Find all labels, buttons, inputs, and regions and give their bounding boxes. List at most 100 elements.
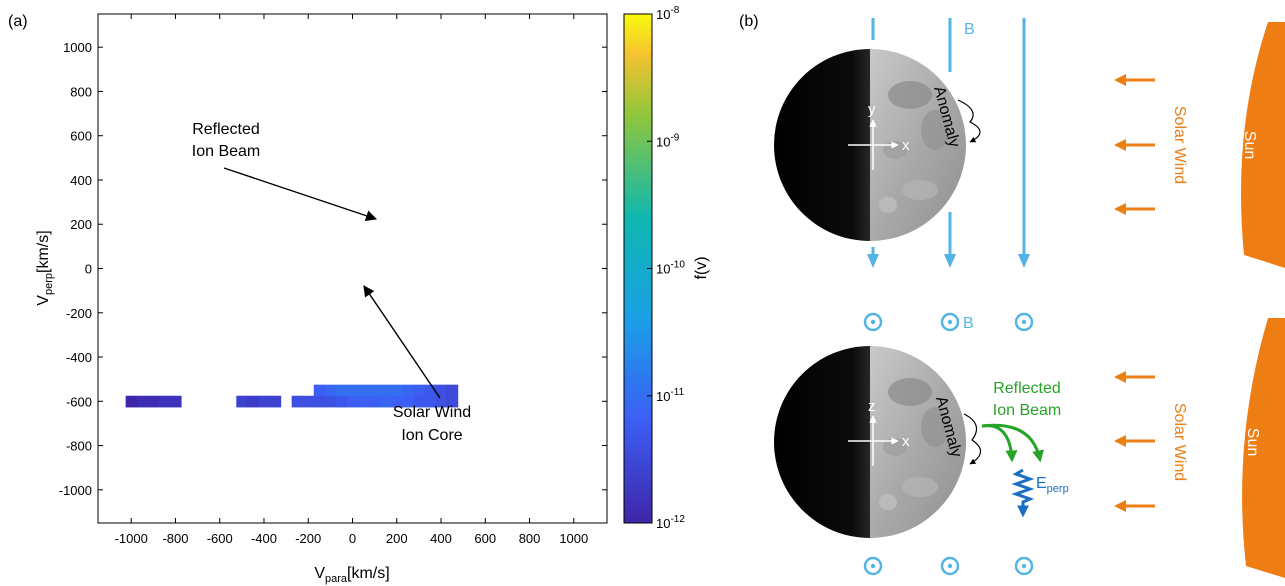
colorbar-tick-label: 10-9 bbox=[656, 132, 680, 149]
y-tick-label: -1000 bbox=[59, 483, 92, 498]
colorbar-ticks: 10-8 10-9 10-10 10-11 10-12 bbox=[647, 5, 685, 531]
annotation-reflected-line2: Ion Beam bbox=[192, 143, 260, 160]
solar-wind-arrows-bottom bbox=[1114, 371, 1155, 512]
annotation-arrow-core bbox=[363, 285, 441, 399]
heatmap-cell bbox=[424, 395, 437, 408]
y-axis-label: Vperp[km/s] bbox=[35, 230, 55, 305]
x-tick-label: 0 bbox=[349, 531, 356, 546]
annotation-core-line2: Ion Core bbox=[401, 427, 462, 444]
heatmap-cell bbox=[291, 395, 304, 408]
heatmap-cells bbox=[125, 384, 459, 408]
annotation-reflected-line1: Reflected bbox=[192, 121, 260, 138]
y-tick-label: 400 bbox=[70, 173, 92, 188]
anomaly-loop-top bbox=[957, 99, 981, 143]
heatmap-cell bbox=[446, 395, 459, 408]
y-tick-label: -200 bbox=[66, 306, 92, 321]
colorbar-label: f(v) bbox=[693, 256, 710, 279]
heatmap-cell bbox=[346, 395, 359, 408]
field-lines-top bbox=[867, 18, 1030, 268]
heatmap-cell bbox=[313, 384, 326, 397]
heatmap-cell bbox=[446, 384, 459, 397]
heatmap-cell bbox=[302, 395, 315, 408]
axes-top bbox=[848, 119, 899, 170]
heatmap-cell bbox=[435, 395, 448, 408]
sun-top bbox=[1241, 22, 1285, 268]
solar-wind-label-bottom: Solar Wind bbox=[1171, 403, 1188, 481]
axis-x-bottom: x bbox=[902, 433, 910, 450]
y-tick-label: -400 bbox=[66, 350, 92, 365]
colorbar-tick-label: 10-12 bbox=[656, 514, 685, 531]
x-axis-ticks: -1000 -800 -600 -400 -200 0 200 400 600 800 1000 bbox=[115, 14, 588, 546]
y-tick-label: 200 bbox=[70, 217, 92, 232]
x-tick-label: -1000 bbox=[115, 531, 148, 546]
field-label-bottom: B bbox=[963, 315, 974, 332]
heatmap-cell bbox=[380, 395, 392, 408]
heatmap-cell bbox=[391, 395, 403, 408]
heatmap-cell bbox=[391, 384, 403, 397]
colorbar-tick-label: 10-11 bbox=[656, 387, 685, 404]
heatmap-cell bbox=[335, 395, 348, 408]
heatmap-cell bbox=[402, 384, 414, 397]
x-tick-label: 200 bbox=[386, 531, 408, 546]
heatmap-cell bbox=[258, 395, 271, 408]
heatmap-cell bbox=[358, 384, 370, 397]
annotation-arrow-reflected bbox=[223, 167, 378, 222]
heatmap-cell bbox=[424, 384, 437, 397]
field-out-row-bottom bbox=[863, 556, 1034, 576]
anomaly-loop-bottom bbox=[963, 413, 982, 465]
heatmap-cell bbox=[158, 395, 171, 408]
heatmap-cell bbox=[247, 395, 260, 408]
heatmap-cell bbox=[402, 395, 414, 408]
heatmap-cell bbox=[358, 395, 370, 408]
x-tick-label: 600 bbox=[474, 531, 496, 546]
plot-frame bbox=[97, 13, 608, 524]
heatmap-cell bbox=[435, 384, 448, 397]
x-tick-label: -800 bbox=[162, 531, 188, 546]
heatmap-cell bbox=[169, 395, 182, 408]
y-tick-label: 800 bbox=[70, 84, 92, 99]
field-label-top: B bbox=[964, 21, 975, 38]
heatmap-cell bbox=[413, 384, 426, 397]
panel-b-label: (b) bbox=[739, 13, 759, 30]
sun-label-bottom: Sun bbox=[1244, 428, 1261, 456]
axis-z-bottom: z bbox=[868, 398, 876, 415]
beam-label-line1: Reflected bbox=[993, 380, 1061, 397]
annotation-core-line1: Solar Wind bbox=[393, 404, 471, 421]
heatmap-cell bbox=[413, 395, 426, 408]
axes-bottom bbox=[848, 415, 899, 466]
solar-wind-arrows-top bbox=[1114, 74, 1155, 215]
heatmap-cell bbox=[324, 395, 337, 408]
heatmap-cell bbox=[324, 384, 337, 397]
y-tick-label: -600 bbox=[66, 394, 92, 409]
x-tick-label: -400 bbox=[251, 531, 277, 546]
field-out-row-middle bbox=[863, 312, 1034, 332]
solar-wind-label-top: Solar Wind bbox=[1171, 106, 1188, 184]
axis-y-top: y bbox=[868, 101, 876, 118]
colorbar-tick-label: 10-8 bbox=[656, 5, 680, 22]
heatmap-cell bbox=[369, 384, 381, 397]
moon-bottom bbox=[774, 346, 966, 538]
y-axis-ticks: -1000 -800 -600 -400 -200 0 200 400 600 800 1000 bbox=[59, 40, 607, 498]
heatmap-cell bbox=[269, 395, 282, 408]
heatmap-cell bbox=[380, 384, 392, 397]
y-tick-label: 1000 bbox=[63, 40, 92, 55]
heatmap-cell bbox=[335, 384, 348, 397]
beam-label-line2: Ion Beam bbox=[993, 402, 1061, 419]
colorbar-tick-label: 10-10 bbox=[656, 260, 685, 277]
x-tick-label: 1000 bbox=[559, 531, 588, 546]
efield-label: Eperp bbox=[1036, 475, 1069, 495]
x-tick-label: 400 bbox=[430, 531, 452, 546]
panel-a-label: (a) bbox=[8, 13, 28, 30]
sun-bottom bbox=[1242, 318, 1285, 578]
y-tick-label: -800 bbox=[66, 439, 92, 454]
axis-x-top: x bbox=[902, 137, 910, 154]
heatmap-cell bbox=[125, 395, 138, 408]
heatmap-cell bbox=[147, 395, 160, 408]
sun-label-top: Sun bbox=[1241, 131, 1258, 159]
heatmap-cell bbox=[313, 395, 326, 408]
x-tick-label: 800 bbox=[519, 531, 541, 546]
x-axis-label: Vpara[km/s] bbox=[314, 565, 389, 585]
efield-arrow bbox=[1011, 468, 1035, 518]
x-tick-label: -200 bbox=[295, 531, 321, 546]
